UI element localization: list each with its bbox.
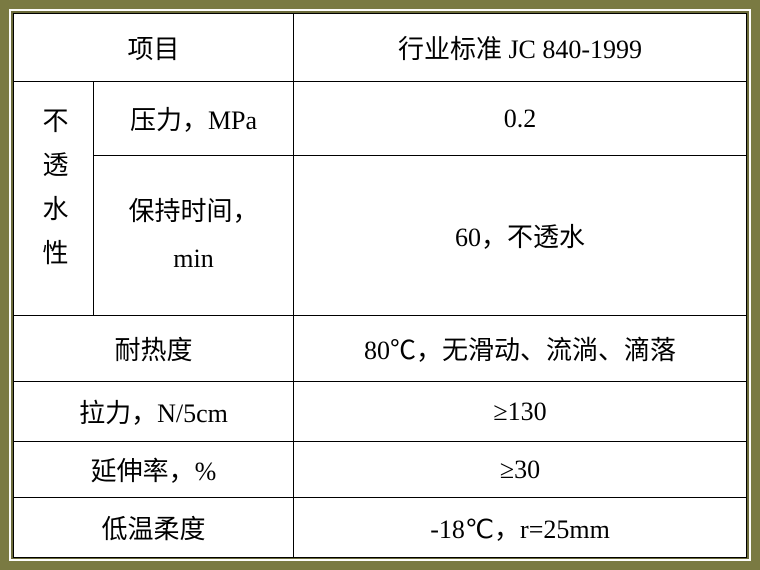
table-row: 耐热度 80℃，无滑动、流淌、滴落 bbox=[14, 316, 747, 382]
group-impermeability: 不透水性 bbox=[14, 82, 94, 316]
val-elongation: ≥30 bbox=[294, 442, 747, 498]
val-hold-time: 60，不透水 bbox=[294, 156, 747, 316]
table-row: 保持时间， min 60，不透水 bbox=[14, 156, 747, 316]
prop-elongation: 延伸率，% bbox=[14, 442, 294, 498]
prop-cold: 低温柔度 bbox=[14, 498, 294, 558]
val-pressure: 0.2 bbox=[294, 82, 747, 156]
header-project: 项目 bbox=[14, 14, 294, 82]
prop-hold-line1: 保持时间， bbox=[98, 189, 289, 236]
inner-frame: 项目 行业标准 JC 840-1999 不透水性 压力，MPa 0.2 保持时间… bbox=[11, 11, 749, 559]
prop-pressure: 压力，MPa bbox=[94, 82, 294, 156]
table-row: 低温柔度 -18℃，r=25mm bbox=[14, 498, 747, 558]
table-row: 延伸率，% ≥30 bbox=[14, 442, 747, 498]
table-header-row: 项目 行业标准 JC 840-1999 bbox=[14, 14, 747, 82]
spec-table: 项目 行业标准 JC 840-1999 不透水性 压力，MPa 0.2 保持时间… bbox=[13, 13, 747, 558]
group-label: 不透水性 bbox=[35, 107, 72, 283]
table-row: 拉力，N/5cm ≥130 bbox=[14, 382, 747, 442]
prop-hold-line2: min bbox=[98, 236, 289, 283]
val-tensile: ≥130 bbox=[294, 382, 747, 442]
header-standard: 行业标准 JC 840-1999 bbox=[294, 14, 747, 82]
val-cold: -18℃，r=25mm bbox=[294, 498, 747, 558]
prop-hold-time: 保持时间， min bbox=[94, 156, 294, 316]
outer-frame: 项目 行业标准 JC 840-1999 不透水性 压力，MPa 0.2 保持时间… bbox=[6, 6, 754, 564]
table-row: 不透水性 压力，MPa 0.2 bbox=[14, 82, 747, 156]
val-heat: 80℃，无滑动、流淌、滴落 bbox=[294, 316, 747, 382]
prop-heat: 耐热度 bbox=[14, 316, 294, 382]
prop-tensile: 拉力，N/5cm bbox=[14, 382, 294, 442]
